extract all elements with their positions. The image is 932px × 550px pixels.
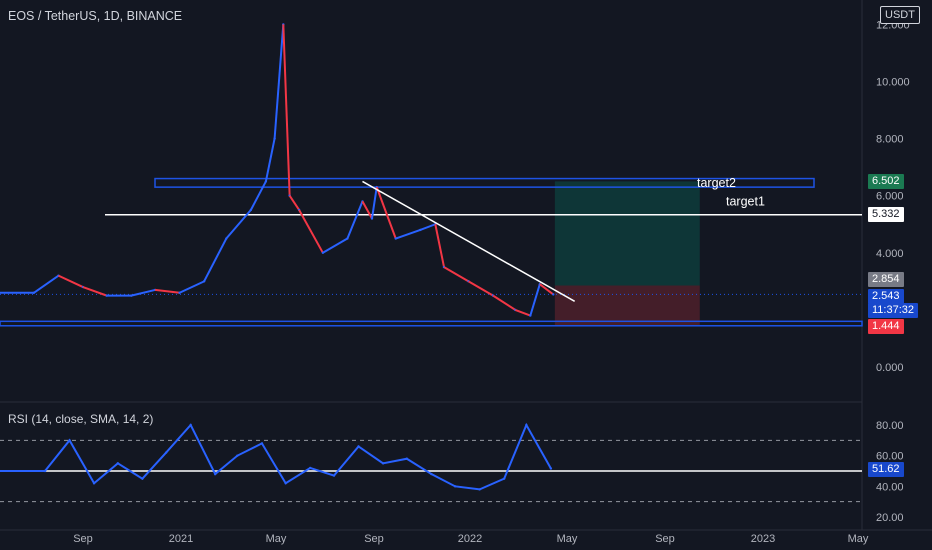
price-series-segment: [180, 281, 205, 292]
price-tick-label: 4.000: [876, 248, 904, 260]
rsi-point: [333, 474, 335, 476]
time-tick-label: May: [848, 533, 869, 545]
rsi-point: [478, 488, 480, 490]
time-tick-label: 2022: [458, 533, 482, 545]
price-series-segment: [323, 239, 348, 253]
price-series-segment: [283, 24, 289, 195]
profit-zone: [555, 181, 700, 285]
time-tick-label: Sep: [364, 533, 384, 545]
price-series-segment: [290, 196, 300, 210]
price-series-segment: [347, 201, 362, 238]
rsi-point: [454, 485, 456, 487]
price-series-segment: [275, 24, 284, 138]
price-point: [552, 293, 554, 295]
rsi-title: RSI (14, close, SMA, 14, 2): [8, 412, 153, 426]
price-tick-label: 8.000: [876, 134, 904, 146]
price-series-segment: [58, 276, 83, 287]
price-series-segment: [34, 276, 59, 293]
price-series-segment: [362, 201, 372, 218]
price-series-segment: [299, 210, 323, 253]
rsi-tick-label: 80.00: [876, 420, 904, 432]
rsi-point: [236, 454, 238, 456]
target1-label: target1: [726, 194, 765, 208]
price-series-segment: [530, 284, 540, 315]
price-series-segment: [469, 281, 494, 295]
trendline: [362, 181, 574, 301]
price-series-segment: [83, 287, 107, 296]
rsi-tick-label: 60.00: [876, 451, 904, 463]
price-tick-label: 6.000: [876, 191, 904, 203]
rsi-point: [44, 470, 46, 472]
price-series-segment: [435, 224, 444, 267]
price-series-segment: [251, 181, 266, 210]
price-series-segment: [420, 224, 435, 230]
rsi-point: [214, 473, 216, 475]
entry-price-tag: 2.854: [868, 272, 904, 287]
price-series-segment: [372, 187, 377, 218]
rsi-point: [503, 477, 505, 479]
last-price-tag: 2.543: [868, 289, 904, 304]
price-series-segment: [396, 230, 421, 239]
currency-button[interactable]: USDT: [880, 6, 920, 24]
rsi-point: [430, 473, 432, 475]
rsi-point: [165, 451, 167, 453]
countdown-tag: 11:37:32: [868, 303, 918, 318]
rsi-point: [525, 424, 527, 426]
rsi-point: [357, 445, 359, 447]
rsi-point: [406, 458, 408, 460]
rsi-point: [309, 467, 311, 469]
rsi-point: [550, 467, 552, 469]
price-tick-label: 10.000: [876, 77, 910, 89]
rsi-point: [189, 424, 191, 426]
time-tick-label: Sep: [73, 533, 93, 545]
rsi-point: [93, 482, 95, 484]
loss-zone: [555, 286, 700, 326]
stop-price-tag: 1.444: [868, 319, 904, 334]
time-tick-label: Sep: [655, 533, 675, 545]
rsi-line: [0, 425, 551, 489]
rsi-tick-label: 20.00: [876, 512, 904, 524]
price-series-segment: [444, 267, 469, 281]
price-tick-label: 0.000: [876, 362, 904, 374]
price-series-segment: [204, 239, 226, 282]
rsi-tick-label: 40.00: [876, 481, 904, 493]
rsi-point: [261, 442, 263, 444]
price-series-segment: [493, 296, 515, 310]
time-tick-label: 2023: [751, 533, 775, 545]
price-series-segment: [515, 310, 530, 316]
rsi-point: [382, 462, 384, 464]
rsi-point: [141, 477, 143, 479]
rsi-point: [68, 439, 70, 441]
chart-title: EOS / TetherUS, 1D, BINANCE: [8, 9, 182, 23]
rsi-point: [284, 482, 286, 484]
time-tick-label: May: [557, 533, 578, 545]
target2-price-tag: 6.502: [868, 174, 904, 189]
price-series-segment: [155, 290, 180, 293]
support-zone: [0, 321, 862, 325]
price-series-segment: [266, 139, 275, 182]
target1-price-tag: 5.332: [868, 207, 904, 222]
target2-label: target2: [697, 176, 736, 190]
rsi-current-tag: 51.62: [868, 462, 904, 477]
time-tick-label: May: [266, 533, 287, 545]
rsi-point: [117, 462, 119, 464]
time-tick-label: 2021: [169, 533, 193, 545]
price-series-segment: [131, 290, 155, 296]
